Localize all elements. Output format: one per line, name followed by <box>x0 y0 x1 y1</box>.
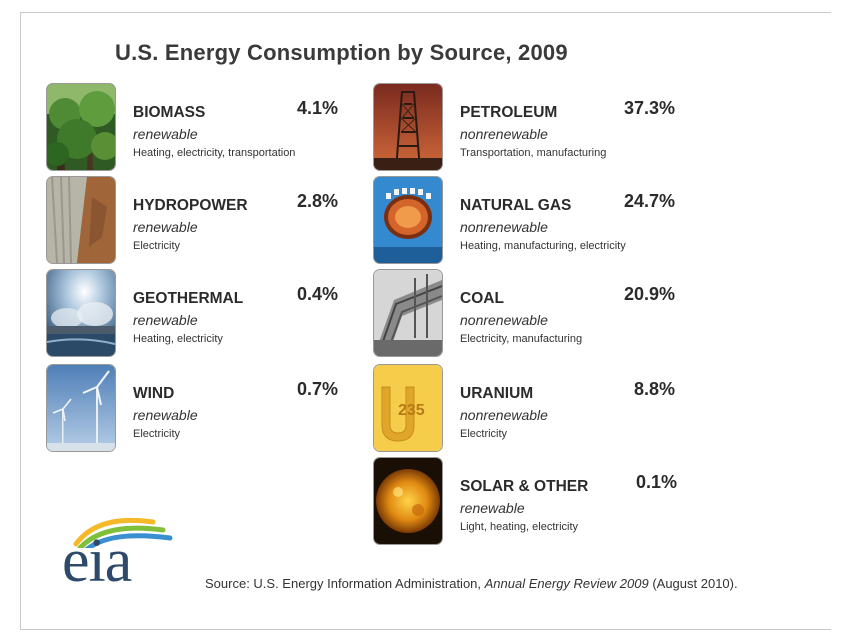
source-name: PETROLEUM <box>460 104 558 121</box>
dam-icon <box>47 177 115 263</box>
source-name: COAL <box>460 290 504 307</box>
source-uses: Light, heating, electricity <box>460 521 579 533</box>
source-prefix: Source: U.S. Energy Information Administ… <box>205 576 485 591</box>
source-uses: Heating, electricity, transportation <box>133 147 296 159</box>
gas-flame-icon <box>374 177 442 263</box>
source-name: NATURAL GAS <box>460 197 572 214</box>
steam-plant-icon <box>47 270 115 356</box>
forest-icon <box>47 84 115 170</box>
source-percent: 0.7% <box>297 379 339 399</box>
source-percent: 0.1% <box>636 472 678 492</box>
source-percent: 4.1% <box>297 98 339 118</box>
source-type: nonrenewable <box>460 407 548 423</box>
eia-logo: eia <box>58 508 188 595</box>
source-uses: Electricity, manufacturing <box>460 333 583 345</box>
logo-swoosh-icon <box>73 517 173 548</box>
source-type: renewable <box>133 219 198 235</box>
source-percent: 37.3% <box>624 98 676 118</box>
source-uses: Electricity <box>460 428 508 440</box>
source-name: WIND <box>133 385 175 402</box>
source-suffix: (August 2010). <box>648 576 738 591</box>
source-type: nonrenewable <box>460 126 548 142</box>
source-name: SOLAR & OTHER <box>460 478 589 495</box>
logo-text: eia <box>62 527 132 595</box>
page-title: U.S. Energy Consumption by Source, 2009 <box>115 40 568 65</box>
source-uses: Electricity <box>133 428 181 440</box>
source-percent: 8.8% <box>634 379 676 399</box>
source-percent: 2.8% <box>297 191 339 211</box>
source-type: renewable <box>460 500 525 516</box>
source-percent: 24.7% <box>624 191 676 211</box>
source-publication: Annual Energy Review 2009 <box>484 576 649 591</box>
source-uses: Heating, electricity <box>133 333 223 345</box>
uranium-label: 235 <box>398 402 425 419</box>
source-name: GEOTHERMAL <box>133 290 244 307</box>
source-type: renewable <box>133 126 198 142</box>
source-type: nonrenewable <box>460 219 548 235</box>
source-uses: Transportation, manufacturing <box>460 147 607 159</box>
source-name: URANIUM <box>460 385 534 402</box>
source-uses: Heating, manufacturing, electricity <box>460 240 626 252</box>
sun-icon <box>374 458 442 544</box>
source-percent: 20.9% <box>624 284 676 304</box>
source-note: Source: U.S. Energy Information Administ… <box>205 576 738 591</box>
source-name: BIOMASS <box>133 104 206 121</box>
source-type: renewable <box>133 312 198 328</box>
source-uses: Electricity <box>133 240 181 252</box>
oil-rig-icon <box>374 84 442 170</box>
coal-conveyor-icon <box>374 270 442 356</box>
source-percent: 0.4% <box>297 284 339 304</box>
wind-turbine-icon <box>47 365 115 451</box>
source-type: nonrenewable <box>460 312 548 328</box>
source-name: HYDROPOWER <box>133 197 248 214</box>
uranium-235-icon: 235 <box>374 365 442 451</box>
source-type: renewable <box>133 407 198 423</box>
